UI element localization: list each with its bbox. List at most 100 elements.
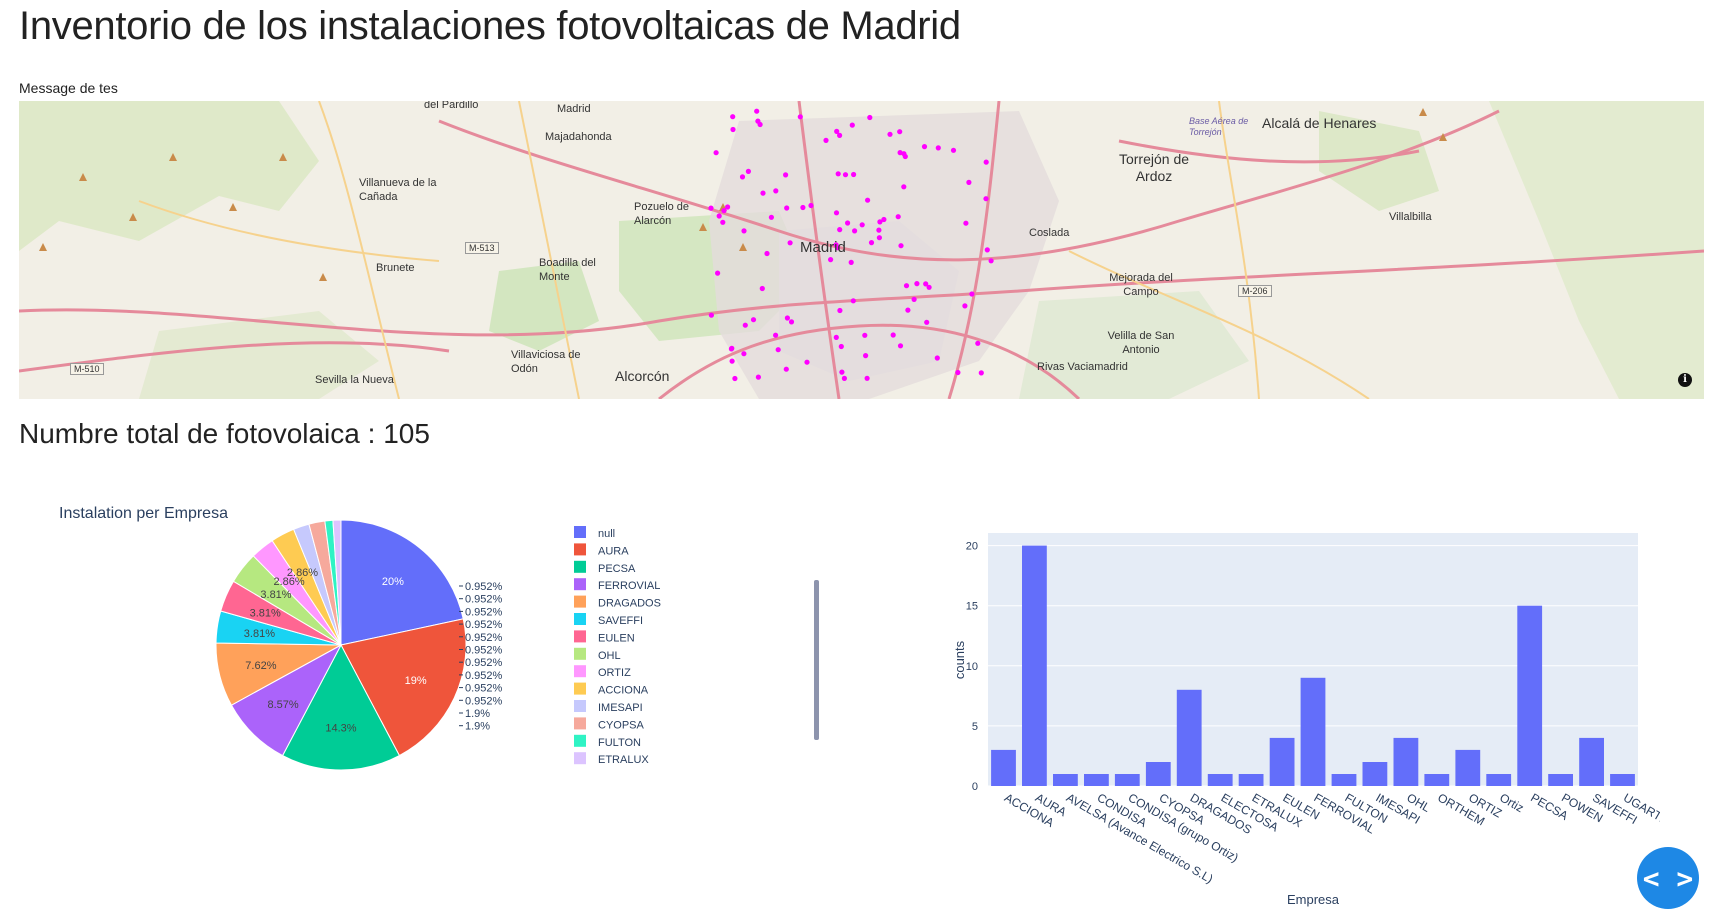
installation-marker[interactable]: [728, 346, 735, 352]
installation-marker[interactable]: [797, 114, 803, 120]
bar[interactable]: [1145, 762, 1171, 786]
installation-marker[interactable]: [845, 220, 851, 226]
installation-marker[interactable]: [887, 131, 893, 137]
installation-marker[interactable]: [755, 374, 762, 380]
map-view[interactable]: del Pardillo Madrid Majadahonda Villanue…: [19, 101, 1704, 399]
installation-marker[interactable]: [851, 171, 857, 178]
installation-marker[interactable]: [984, 247, 990, 253]
installation-marker[interactable]: [862, 332, 868, 338]
installation-marker[interactable]: [983, 159, 989, 165]
installation-marker[interactable]: [914, 281, 920, 287]
installation-marker[interactable]: [863, 353, 869, 359]
installation-marker[interactable]: [755, 118, 761, 124]
bar[interactable]: [1393, 737, 1419, 786]
installation-marker[interactable]: [881, 216, 887, 223]
installation-marker[interactable]: [842, 172, 849, 178]
installation-marker[interactable]: [850, 298, 856, 304]
installation-marker[interactable]: [877, 219, 883, 225]
installation-marker[interactable]: [934, 355, 940, 361]
code-toggle-button[interactable]: < >: [1637, 847, 1699, 909]
installation-marker[interactable]: [897, 129, 903, 135]
legend-item[interactable]: AURA: [574, 543, 629, 557]
installation-marker[interactable]: [759, 285, 765, 292]
legend-item[interactable]: IMESAPI: [574, 700, 643, 714]
installation-marker[interactable]: [895, 214, 901, 220]
installation-marker[interactable]: [768, 214, 775, 220]
bar[interactable]: [1455, 749, 1481, 786]
installation-marker[interactable]: [903, 283, 910, 289]
installation-marker[interactable]: [750, 317, 757, 323]
installation-marker[interactable]: [848, 259, 854, 265]
installation-marker[interactable]: [730, 114, 736, 120]
bar[interactable]: [1517, 605, 1543, 786]
installation-marker[interactable]: [833, 334, 839, 340]
installation-marker[interactable]: [864, 375, 870, 381]
legend-item[interactable]: ACCIONA: [574, 682, 649, 697]
installation-marker[interactable]: [784, 205, 790, 211]
installation-marker[interactable]: [876, 227, 882, 233]
legend-item[interactable]: ORTIZ: [574, 665, 631, 679]
installation-marker[interactable]: [754, 108, 760, 114]
installation-marker[interactable]: [741, 228, 747, 234]
bar[interactable]: [1269, 737, 1295, 786]
installation-marker[interactable]: [783, 366, 789, 372]
legend-item[interactable]: FULTON: [574, 734, 641, 749]
bar[interactable]: [1114, 774, 1140, 786]
installation-marker[interactable]: [713, 150, 719, 156]
bar[interactable]: [1362, 762, 1388, 786]
installation-marker[interactable]: [890, 332, 896, 338]
installation-marker[interactable]: [732, 375, 738, 382]
installation-marker[interactable]: [764, 250, 770, 257]
installation-marker[interactable]: [865, 197, 871, 203]
installation-marker[interactable]: [804, 359, 810, 365]
legend-item[interactable]: DRAGADOS: [574, 595, 661, 610]
installation-marker[interactable]: [835, 171, 841, 177]
bar[interactable]: [1486, 774, 1512, 786]
installation-marker[interactable]: [975, 340, 981, 346]
installation-marker[interactable]: [859, 222, 865, 228]
legend-item[interactable]: CYOPSA: [574, 717, 645, 731]
bar[interactable]: [1548, 774, 1573, 786]
installation-marker[interactable]: [773, 332, 779, 338]
installation-marker[interactable]: [911, 296, 917, 302]
bar[interactable]: [1331, 774, 1357, 786]
installation-marker[interactable]: [921, 144, 928, 150]
installation-marker[interactable]: [839, 369, 845, 375]
installation-marker[interactable]: [715, 270, 721, 276]
installation-marker[interactable]: [833, 210, 840, 216]
installation-marker[interactable]: [988, 258, 994, 264]
installation-marker[interactable]: [837, 307, 843, 314]
installation-marker[interactable]: [935, 145, 941, 151]
installation-marker[interactable]: [725, 204, 731, 210]
installation-marker[interactable]: [950, 147, 957, 153]
bar[interactable]: [1053, 774, 1078, 786]
bar[interactable]: [1084, 774, 1109, 786]
installation-marker[interactable]: [897, 343, 904, 349]
legend-item[interactable]: EULEN: [574, 630, 635, 644]
installation-marker[interactable]: [876, 235, 883, 241]
legend-item[interactable]: ETRALUX: [574, 752, 649, 766]
installation-marker[interactable]: [708, 312, 715, 318]
installation-marker[interactable]: [837, 132, 843, 138]
installation-marker[interactable]: [852, 228, 858, 234]
installation-marker[interactable]: [742, 322, 748, 328]
installation-marker[interactable]: [716, 213, 722, 219]
installation-marker[interactable]: [775, 347, 781, 353]
bar[interactable]: [1207, 774, 1233, 786]
legend-item[interactable]: SAVEFFI: [574, 613, 643, 627]
bar[interactable]: [1176, 689, 1202, 786]
installation-marker[interactable]: [897, 150, 903, 156]
installation-marker[interactable]: [708, 205, 714, 211]
bar[interactable]: [991, 749, 1016, 786]
legend-item[interactable]: FERROVIAL: [574, 578, 660, 592]
installation-marker[interactable]: [983, 196, 989, 202]
legend-scrollbar[interactable]: [814, 580, 819, 740]
installation-marker[interactable]: [720, 219, 726, 225]
installation-marker[interactable]: [739, 174, 746, 180]
installation-marker[interactable]: [773, 188, 779, 194]
bar[interactable]: [1238, 774, 1264, 786]
installation-marker[interactable]: [729, 358, 735, 364]
installation-marker[interactable]: [760, 190, 766, 196]
installation-marker[interactable]: [721, 208, 727, 214]
installation-marker[interactable]: [923, 281, 929, 287]
